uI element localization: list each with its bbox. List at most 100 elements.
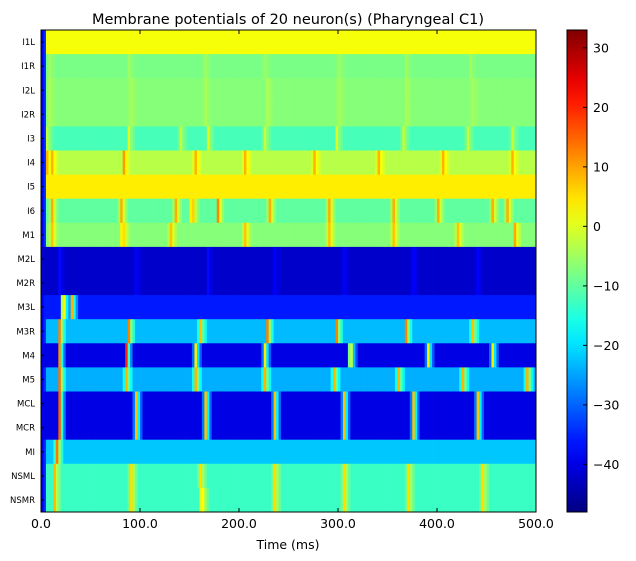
- heatmap-cell: [516, 343, 519, 368]
- colorbar-tick-label: −20: [593, 338, 619, 353]
- heatmap-cell: [378, 440, 381, 465]
- heatmap-cell: [464, 464, 467, 489]
- heatmap-cell: [343, 464, 346, 489]
- heatmap-cell: [147, 78, 150, 103]
- heatmap-cell: [296, 295, 299, 320]
- heatmap-cell: [289, 343, 292, 368]
- heatmap-cell: [135, 30, 138, 55]
- heatmap-cell: [405, 126, 408, 150]
- heatmap-cell: [506, 488, 509, 513]
- heatmap-cell: [427, 440, 430, 465]
- heatmap-cell: [316, 392, 319, 417]
- heatmap-cell: [405, 440, 408, 465]
- heatmap-cell: [427, 488, 430, 513]
- heatmap-cell: [368, 392, 371, 417]
- heatmap-cell: [363, 78, 366, 103]
- heatmap-cell: [469, 343, 472, 368]
- heatmap-cell: [76, 367, 79, 392]
- heatmap-cell: [298, 54, 301, 79]
- heatmap-cell: [86, 175, 89, 200]
- heatmap-cell: [279, 295, 282, 320]
- heatmap-cell: [71, 175, 74, 200]
- heatmap-cell: [449, 319, 452, 344]
- heatmap-cell: [276, 175, 279, 200]
- heatmap-cell: [142, 54, 145, 79]
- heatmap-cell: [81, 464, 84, 489]
- heatmap-cell: [504, 464, 507, 489]
- heatmap-cell: [462, 440, 465, 465]
- heatmap-cell: [422, 151, 425, 176]
- heatmap-cell: [447, 392, 450, 417]
- heatmap-cell: [125, 151, 128, 176]
- heatmap-cell: [474, 102, 477, 127]
- heatmap-cell: [519, 175, 522, 200]
- heatmap-cell: [98, 319, 101, 344]
- heatmap-cell: [365, 367, 368, 392]
- heatmap-cell: [167, 199, 170, 224]
- heatmap-cell: [343, 392, 346, 417]
- heatmap-cell: [331, 102, 334, 127]
- heatmap-cell: [162, 151, 165, 176]
- heatmap-cell: [113, 78, 116, 103]
- heatmap-cell: [529, 30, 532, 55]
- heatmap-cell: [482, 440, 485, 465]
- heatmap-cell: [190, 175, 193, 200]
- heatmap-cell: [249, 367, 252, 392]
- heatmap-cell: [68, 440, 71, 465]
- heatmap-cell: [313, 343, 316, 368]
- heatmap-cell: [321, 295, 324, 320]
- heatmap-cell: [259, 343, 262, 368]
- heatmap-cell: [274, 151, 277, 176]
- heatmap-cell: [185, 392, 188, 417]
- heatmap-cell: [338, 78, 341, 103]
- heatmap-cell: [63, 199, 66, 224]
- heatmap-cell: [162, 78, 165, 103]
- heatmap-cell: [388, 78, 391, 103]
- heatmap-cell: [91, 175, 94, 200]
- heatmap-cell: [180, 464, 183, 489]
- heatmap-cell: [447, 151, 450, 176]
- heatmap-cell: [321, 416, 324, 441]
- heatmap-cell: [457, 78, 460, 103]
- heatmap-cell: [244, 102, 247, 127]
- heatmap-cell: [496, 126, 499, 150]
- heatmap-cell: [385, 223, 388, 248]
- heatmap-cell: [71, 416, 74, 441]
- heatmap-cell: [375, 151, 378, 176]
- heatmap-cell: [217, 78, 220, 103]
- heatmap-cell: [182, 175, 185, 200]
- heatmap-cell: [194, 319, 197, 344]
- heatmap-cell: [439, 392, 442, 417]
- heatmap-cell: [88, 54, 91, 79]
- heatmap-cell: [76, 271, 79, 296]
- heatmap-cell: [469, 319, 472, 344]
- heatmap-cell: [516, 295, 519, 320]
- heatmap-cell: [251, 54, 254, 79]
- heatmap-cell: [464, 440, 467, 465]
- heatmap-cell: [521, 247, 524, 272]
- heatmap-cell: [105, 416, 108, 441]
- heatmap-cell: [125, 295, 128, 320]
- heatmap-cell: [229, 126, 232, 150]
- colorbar-tick-label: 10: [593, 159, 609, 174]
- heatmap-cell: [138, 223, 141, 248]
- heatmap-cell: [496, 464, 499, 489]
- heatmap-cell: [187, 271, 190, 296]
- heatmap-cell: [373, 319, 376, 344]
- heatmap-cell: [331, 488, 334, 513]
- heatmap-cell: [422, 175, 425, 200]
- heatmap-cell: [133, 343, 136, 368]
- heatmap-cell: [98, 295, 101, 320]
- heatmap-cell: [48, 78, 51, 103]
- heatmap-cell: [170, 126, 173, 150]
- heatmap-cell: [499, 416, 502, 441]
- heatmap-cell: [110, 199, 113, 224]
- heatmap-cell: [506, 54, 509, 79]
- heatmap-cell: [199, 223, 202, 248]
- heatmap-cell: [91, 78, 94, 103]
- heatmap-cell: [212, 223, 215, 248]
- heatmap-cell: [135, 295, 138, 320]
- heatmap-cell: [397, 488, 400, 513]
- heatmap-cell: [46, 440, 49, 465]
- heatmap-cell: [318, 247, 321, 272]
